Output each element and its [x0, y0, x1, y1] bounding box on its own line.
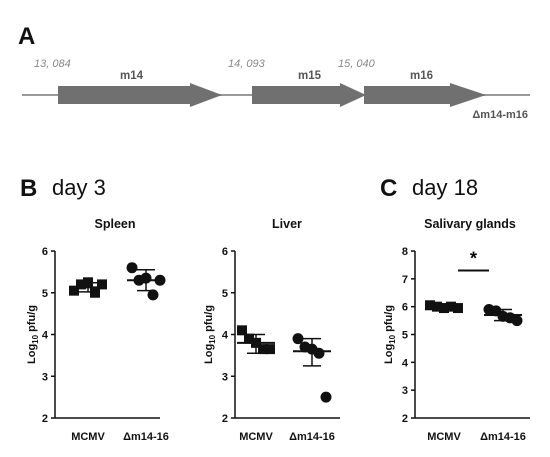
data-point-square: [244, 333, 254, 344]
data-point-circle: [154, 274, 166, 286]
y-tick-label: 6: [402, 302, 408, 314]
data-point-circle: [140, 272, 152, 284]
gene-arrow-m15: [252, 83, 366, 107]
data-point-circle: [320, 391, 332, 403]
coord-label-m15: 14, 093: [228, 58, 266, 70]
y-tick-label: 4: [222, 330, 229, 342]
y-tick-label: 2: [42, 413, 48, 425]
gene-label-m16: m16: [410, 70, 433, 82]
x-category-label: MCMV: [239, 431, 273, 443]
data-point-circle: [292, 333, 304, 345]
data-point-circle: [147, 289, 159, 301]
significance-star: *: [470, 248, 477, 268]
data-point-circle: [313, 347, 325, 359]
day-label-c: day 18: [412, 175, 478, 200]
data-point-square: [446, 301, 456, 312]
data-point-square: [432, 301, 442, 312]
y-tick-label: 4: [42, 330, 49, 342]
chart-title: Liver: [272, 217, 302, 231]
coord-label-m16: 15, 040: [338, 58, 376, 70]
data-point-square: [425, 300, 435, 311]
data-point-square: [251, 337, 261, 348]
y-tick-label: 4: [402, 357, 409, 369]
x-category-label: Δm14-16: [480, 431, 526, 443]
data-point-circle: [126, 262, 138, 274]
chart-title: Spleen: [95, 217, 136, 231]
chart-title: Salivary glands: [424, 217, 516, 231]
y-axis-label: Log10 pfu/g: [383, 305, 397, 364]
panel-a: A m14 m15 m16 13, 084 14, 093 15, 040 Δm…: [18, 23, 530, 121]
coord-label-m14: 13, 084: [34, 58, 71, 70]
y-tick-label: 5: [42, 288, 48, 300]
y-tick-label: 3: [222, 371, 228, 383]
chart-salivary-glands: Salivary glands Log10 pfu/g 2 3 4 5 6 7 8 MCMV Δm1…: [383, 217, 530, 443]
y-tick-label: 5: [222, 288, 228, 300]
data-point-square: [258, 344, 268, 355]
y-tick-label: 6: [42, 246, 48, 258]
data-point-square: [453, 303, 463, 314]
day-label-b: day 3: [52, 175, 106, 200]
y-tick-label: 3: [42, 371, 48, 383]
y-tick-label: 6: [222, 246, 228, 258]
data-point-square: [97, 279, 107, 290]
y-axis-label: Log10 pfu/g: [26, 305, 40, 364]
gene-arrow-m16: [364, 83, 486, 107]
data-point-square: [237, 325, 247, 336]
gene-label-m14: m14: [120, 70, 144, 82]
panel-label-b: B: [20, 175, 37, 202]
data-point-square: [439, 303, 449, 314]
panel-label-c: C: [380, 175, 397, 202]
x-category-label: MCMV: [71, 431, 105, 443]
y-tick-label: 2: [402, 413, 408, 425]
y-tick-label: 8: [402, 246, 408, 258]
chart-spleen: Spleen Log10 pfu/g 2 3 4 5 6 MCMV Δm14-16: [26, 217, 169, 443]
data-point-square: [76, 279, 86, 290]
deletion-label: Δm14-m16: [472, 109, 528, 121]
data-point-square: [69, 285, 79, 296]
x-category-label: Δm14-16: [289, 431, 335, 443]
y-axis-label: Log10 pfu/g: [203, 305, 217, 364]
chart-liver: Liver Log10 pfu/g 2 3 4 5 6 MCMV Δm14-16: [203, 217, 340, 443]
panel-label-a: A: [18, 23, 35, 50]
y-tick-label: 2: [222, 413, 228, 425]
y-tick-label: 3: [402, 385, 408, 397]
x-category-label: Δm14-16: [123, 431, 169, 443]
y-tick-label: 7: [402, 274, 408, 286]
data-point-square: [90, 287, 100, 298]
data-point-circle: [511, 315, 523, 327]
gene-arrow-m14: [58, 83, 222, 107]
y-tick-label: 5: [402, 330, 408, 342]
data-point-square: [83, 277, 93, 288]
data-point-square: [265, 344, 275, 355]
x-category-label: MCMV: [427, 431, 461, 443]
gene-label-m15: m15: [298, 70, 322, 82]
